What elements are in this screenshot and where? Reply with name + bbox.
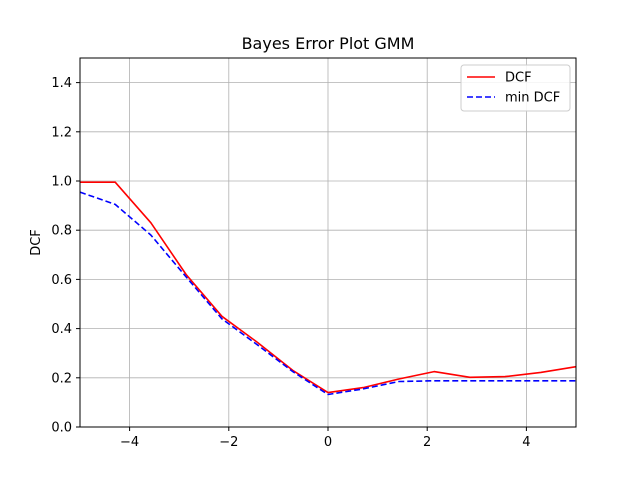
x-tick-label: 2 xyxy=(423,435,431,450)
y-tick-label: 0.8 xyxy=(51,224,72,239)
grid xyxy=(80,58,576,428)
x-tick-label: −4 xyxy=(120,435,139,450)
y-axis-label: DCF xyxy=(29,229,44,256)
y-tick-label: 1.2 xyxy=(51,125,72,140)
ticks: −4 −2 0 2 4 0.0 0.2 0.4 0.6 0.8 1.0 1.2 1.4 xyxy=(51,76,530,450)
x-tick-label: −2 xyxy=(219,435,238,450)
y-tick-label: 1.4 xyxy=(51,76,72,91)
x-tick-label: 4 xyxy=(522,435,530,450)
y-tick-label: 0.4 xyxy=(51,322,72,337)
legend-label: DCF xyxy=(505,71,532,86)
series-layer xyxy=(79,181,577,396)
y-tick-label: 0.6 xyxy=(51,273,72,288)
series-line-min-dcf xyxy=(79,191,576,396)
x-tick-label: 0 xyxy=(324,435,332,450)
legend-label: min DCF xyxy=(505,91,560,106)
y-tick-label: 1.0 xyxy=(51,175,72,190)
chart-title: Bayes Error Plot GMM xyxy=(242,34,415,53)
series-line-dcf xyxy=(80,181,577,394)
legend: DCF min DCF xyxy=(460,64,571,112)
y-tick-label: 0.0 xyxy=(51,421,72,436)
y-tick-label: 0.2 xyxy=(51,371,72,386)
